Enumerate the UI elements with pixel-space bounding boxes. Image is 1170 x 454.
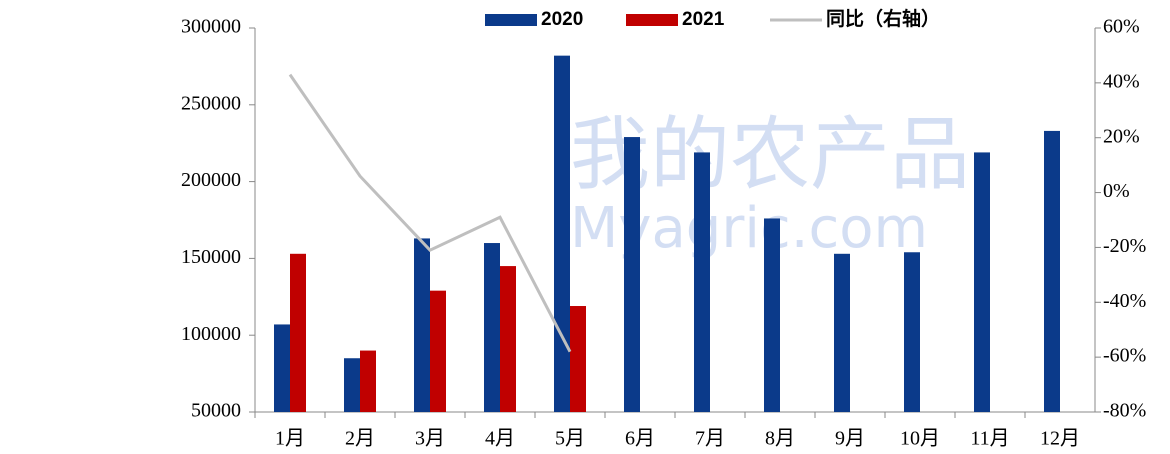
x-tick-label: 6月 (625, 428, 655, 450)
y2-tick-label: 40% (1103, 70, 1140, 92)
legend-swatch (626, 14, 678, 26)
bar (624, 137, 640, 412)
y-tick-label: 250000 (181, 92, 241, 114)
y-tick-label: 300000 (181, 16, 241, 38)
x-tick-label: 2月 (345, 428, 375, 450)
bar (360, 350, 376, 412)
bar (1044, 130, 1060, 413)
bar (430, 290, 446, 412)
bar (290, 253, 306, 412)
line (288, 73, 572, 353)
bar (904, 252, 920, 412)
legend-label: 同比（右轴） (826, 7, 940, 30)
legend-label: 2021 (682, 9, 725, 30)
x-tick-label: 1月 (275, 428, 305, 450)
y2-tick-label: -80% (1103, 400, 1146, 422)
y2-tick-label: 0% (1103, 180, 1130, 202)
x-tick-label: 12月 (1040, 428, 1080, 450)
bar (500, 266, 516, 412)
legend-label: 2020 (541, 9, 583, 30)
bar (554, 55, 570, 412)
bar (974, 152, 990, 412)
y2-tick-label: 20% (1103, 125, 1140, 147)
y-tick-label: 150000 (181, 246, 241, 268)
bar (570, 306, 586, 412)
bar (834, 253, 850, 412)
y-tick-label: 200000 (181, 169, 241, 191)
y2-tick-label: -40% (1103, 290, 1146, 312)
y2-tick-label: 60% (1103, 16, 1140, 38)
bar (414, 238, 430, 412)
x-tick-label: 9月 (835, 428, 865, 450)
bar (344, 358, 360, 412)
x-tick-label: 5月 (555, 428, 585, 450)
x-tick-label: 10月 (900, 428, 940, 450)
y2-tick-label: -20% (1103, 235, 1146, 257)
bar (274, 324, 290, 412)
x-tick-label: 11月 (970, 428, 1009, 450)
bar (694, 152, 710, 412)
legend-swatch (485, 14, 537, 26)
watermark: Myagric.com (570, 196, 928, 261)
x-tick-label: 7月 (695, 428, 725, 450)
x-tick-label: 3月 (415, 428, 445, 450)
y-tick-label: 100000 (181, 323, 241, 345)
bar (484, 243, 500, 412)
y-tick-label: 50000 (191, 400, 241, 422)
bar (764, 218, 780, 412)
x-tick-label: 8月 (765, 428, 795, 450)
y2-tick-label: -60% (1103, 345, 1146, 367)
x-tick-label: 4月 (485, 428, 515, 450)
